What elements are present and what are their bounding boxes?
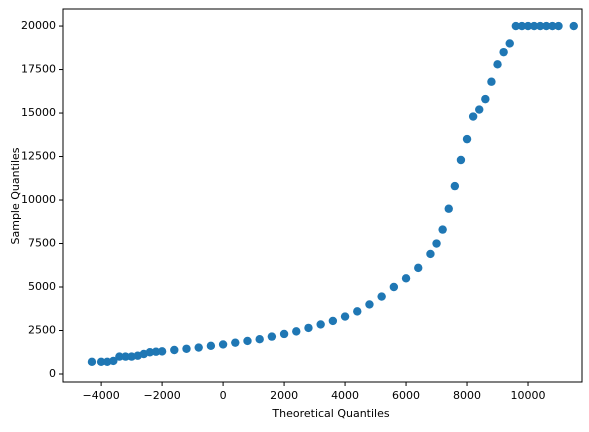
x-axis-label: Theoretical Quantiles [271, 407, 389, 420]
point [194, 343, 203, 352]
x-tick-label: 10000 [511, 389, 546, 402]
x-tick-label: 4000 [331, 389, 359, 402]
point [243, 336, 252, 346]
y-axis-label: Sample Quantiles [9, 147, 22, 244]
point [511, 21, 521, 31]
point [475, 105, 484, 114]
point [438, 225, 447, 234]
x-tick-label: 8000 [453, 389, 481, 402]
point [493, 60, 502, 69]
y-tick-label: 5000 [28, 280, 56, 293]
point [218, 340, 228, 349]
y-tick-label: 2500 [28, 324, 56, 337]
y-tick-label: 17500 [21, 63, 56, 76]
point [316, 320, 325, 329]
point [414, 263, 423, 273]
y-tick-label: 0 [49, 367, 56, 380]
point [481, 94, 490, 104]
point [292, 327, 301, 336]
point [401, 274, 411, 283]
point [353, 307, 362, 316]
point [87, 357, 97, 367]
point [389, 282, 399, 292]
point [536, 21, 545, 31]
point [569, 21, 578, 31]
point [206, 341, 216, 351]
point [145, 348, 155, 357]
point [542, 21, 551, 31]
point [468, 112, 478, 121]
point [426, 249, 435, 259]
point [529, 21, 539, 31]
y-tick-label: 7500 [28, 237, 56, 250]
point [548, 21, 557, 31]
point [499, 47, 508, 57]
point [365, 300, 374, 309]
x-tick-label: 6000 [392, 389, 420, 402]
point [328, 316, 338, 326]
point [444, 204, 453, 213]
point [96, 357, 106, 367]
point [255, 335, 264, 344]
plot-frame [62, 8, 583, 383]
point [487, 77, 496, 86]
point [279, 329, 289, 339]
point [462, 134, 472, 144]
point [182, 344, 191, 353]
point [231, 338, 240, 347]
point [377, 292, 386, 301]
point [170, 345, 179, 355]
point [523, 21, 533, 31]
point [304, 323, 313, 333]
point [340, 312, 350, 321]
x-tick-label: −4000 [83, 389, 120, 402]
x-tick-label: −2000 [143, 389, 180, 402]
point [267, 332, 277, 341]
x-tick-label: 2000 [270, 389, 298, 402]
point [115, 352, 124, 361]
point [121, 352, 130, 361]
point [554, 21, 563, 31]
point [517, 21, 527, 31]
y-tick-label: 15000 [21, 106, 56, 119]
y-tick-label: 10000 [21, 193, 56, 206]
point [456, 155, 466, 165]
point [109, 356, 118, 366]
point [450, 181, 460, 191]
y-tick-label: 12500 [21, 150, 56, 163]
point [432, 239, 441, 248]
y-tick-label: 20000 [21, 19, 56, 32]
point [151, 347, 161, 356]
x-tick-label: 0 [220, 389, 227, 402]
point [157, 347, 167, 356]
point [505, 39, 514, 48]
